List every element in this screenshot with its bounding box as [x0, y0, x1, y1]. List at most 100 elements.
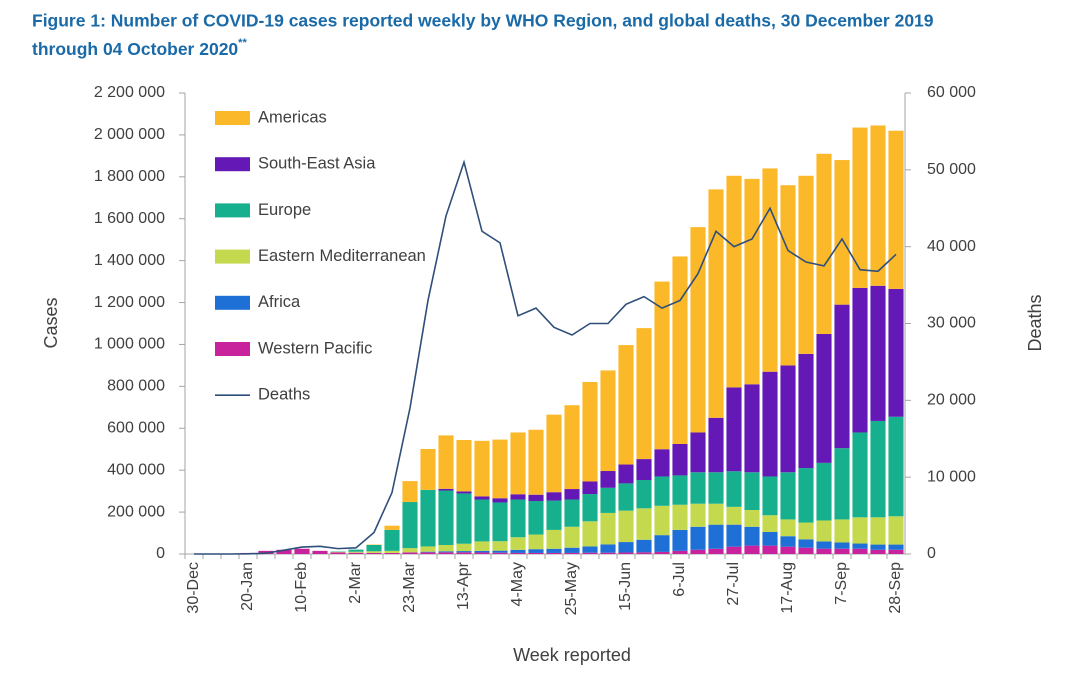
bar-segment — [888, 417, 903, 517]
bar-segment — [582, 553, 597, 554]
bar-segment — [348, 552, 363, 553]
bar-segment — [852, 128, 867, 288]
bar-segment — [780, 365, 795, 472]
bar-segment — [438, 491, 453, 545]
bar-segment — [528, 501, 543, 535]
bar-segment — [636, 540, 651, 553]
bar-segment — [888, 545, 903, 550]
bar-segment — [546, 549, 561, 553]
bar-segment — [564, 489, 579, 499]
bar-segment — [438, 545, 453, 551]
x-tick-label: 25-May — [563, 562, 580, 615]
chart-title-line: through 04 October 2020 — [32, 39, 238, 59]
y-tick-label: 1 600 000 — [94, 210, 165, 227]
bar-segment — [528, 430, 543, 495]
bar-segment — [384, 530, 399, 551]
bar-segment — [420, 546, 435, 551]
bar-segment — [600, 544, 615, 552]
bar-segment — [654, 535, 669, 552]
bar-segment — [546, 501, 561, 530]
bar-segment — [762, 532, 777, 546]
bar-segment — [474, 541, 489, 550]
title-note: ** — [238, 37, 247, 49]
bar-segment — [744, 546, 759, 554]
bar-segment — [510, 550, 525, 553]
bar-segment — [708, 549, 723, 554]
legend-label: Americas — [258, 108, 327, 126]
legend-label: Deaths — [258, 386, 310, 404]
bar-segment — [312, 551, 327, 554]
bar-segment — [474, 441, 489, 497]
bar-segment — [780, 472, 795, 519]
bar-segment — [474, 551, 489, 553]
bar-segment — [654, 506, 669, 535]
y2-tick-label: 0 — [927, 545, 936, 562]
bar-segment — [474, 496, 489, 499]
bar-segment — [672, 551, 687, 554]
x-tick-label: 4-May — [509, 562, 526, 606]
bar-segment — [510, 432, 525, 494]
bar-segment — [780, 519, 795, 536]
y-axis-title: Cases — [41, 297, 61, 348]
bar-segment — [546, 530, 561, 549]
bar-segment — [384, 526, 399, 530]
legend-swatch — [215, 250, 250, 264]
x-tick-label: 6-Jul — [671, 562, 688, 597]
bar-segment — [888, 516, 903, 544]
bar-segment — [402, 502, 417, 548]
legend-swatch — [215, 111, 250, 125]
legend-swatch — [215, 342, 250, 356]
x-tick-label: 30-Dec — [185, 562, 202, 614]
bar-segment — [816, 520, 831, 541]
bar-segment — [330, 552, 345, 554]
bar-segment — [672, 256, 687, 444]
bar-segment — [852, 432, 867, 517]
bar-segment — [726, 547, 741, 554]
bar-segment — [438, 552, 453, 554]
bar-segment — [834, 519, 849, 542]
y2-tick-label: 20 000 — [927, 392, 976, 409]
bar-segment — [582, 546, 597, 552]
bar-segment — [618, 483, 633, 510]
bar-segment — [402, 548, 417, 552]
bar-segment — [600, 553, 615, 554]
bar-segment — [726, 525, 741, 547]
bar-segment — [600, 370, 615, 471]
y-tick-label: 1 200 000 — [94, 294, 165, 311]
bar-segment — [402, 481, 417, 502]
bar-segment — [600, 513, 615, 544]
bar-segment — [834, 305, 849, 449]
bar-segment — [546, 415, 561, 493]
bar-segment — [672, 475, 687, 504]
y-tick-label: 200 000 — [107, 503, 165, 520]
bar-segment — [384, 551, 399, 553]
bar-segment — [294, 549, 309, 554]
bar-segment — [780, 536, 795, 546]
legend-label: Eastern Mediterranean — [258, 247, 426, 265]
bar-segment — [420, 552, 435, 554]
bar-segment — [672, 505, 687, 530]
x-tick-label: 17-Aug — [779, 562, 796, 614]
x-tick-label: 28-Sep — [887, 562, 904, 614]
x-tick-label: 20-Jan — [239, 562, 256, 611]
bar-segment — [564, 553, 579, 554]
bar-segment — [528, 495, 543, 501]
y2-axis-title: Deaths — [1025, 294, 1045, 351]
bar-segment — [564, 527, 579, 548]
bar-segment — [564, 548, 579, 553]
bar-segment — [780, 547, 795, 554]
bar-segment — [366, 551, 381, 553]
bar-segment — [420, 449, 435, 490]
bar-segment — [618, 542, 633, 552]
bar-segment — [348, 550, 363, 552]
bar-segment — [726, 176, 741, 388]
bar-segment — [582, 481, 597, 494]
bar-segment — [870, 517, 885, 544]
bar-segment — [816, 549, 831, 554]
bar-segment — [816, 463, 831, 521]
bar-segment — [852, 549, 867, 554]
bar-segment — [654, 449, 669, 476]
bar-segment — [870, 286, 885, 421]
bar-segment — [798, 523, 813, 540]
